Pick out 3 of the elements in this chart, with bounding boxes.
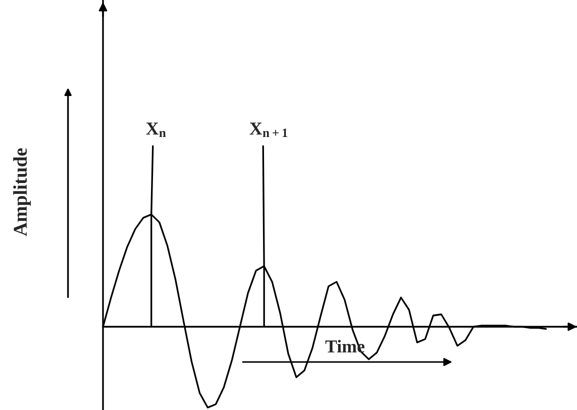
annotation: X$_{n}$: [146, 122, 166, 137]
y-axis-title: Amplitude: [13, 148, 31, 236]
annotation: X$_{n+1}$: [250, 122, 288, 137]
